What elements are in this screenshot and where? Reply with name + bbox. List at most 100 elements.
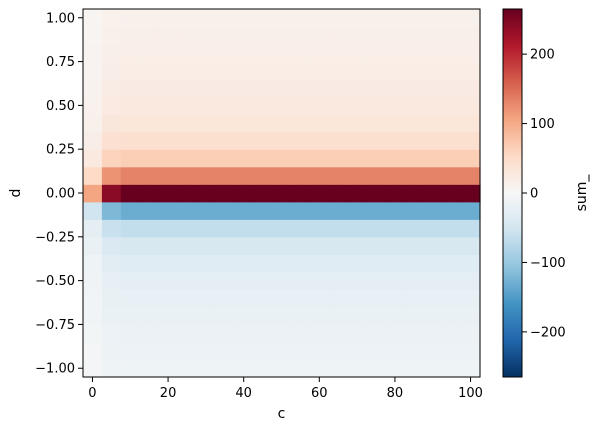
- heatmap-cell: [83, 359, 103, 378]
- heatmap-cell: [83, 306, 103, 326]
- heatmap-cell: [461, 9, 481, 28]
- x-tick-label: 80: [387, 386, 404, 401]
- heatmap-cell: [442, 61, 462, 80]
- heatmap-cell: [272, 149, 292, 168]
- heatmap-cell: [139, 149, 160, 168]
- heatmap-cell: [120, 166, 141, 185]
- heatmap-cell: [442, 79, 462, 98]
- heatmap-cell: [272, 271, 292, 290]
- y-tick-label: −0.75: [35, 318, 75, 333]
- heatmap-cell: [177, 236, 198, 255]
- heatmap-cell: [177, 324, 198, 343]
- heatmap-cell: [120, 236, 141, 255]
- heatmap-cell: [328, 341, 349, 361]
- heatmap-cell: [158, 26, 179, 45]
- heatmap-cell: [290, 114, 311, 133]
- heatmap-cell: [347, 131, 368, 150]
- heatmap-cell: [366, 306, 387, 326]
- heatmap-cell: [120, 61, 141, 80]
- heatmap-cell: [120, 79, 141, 98]
- heatmap-cell: [385, 289, 405, 308]
- heatmap-cell: [215, 324, 235, 343]
- heatmap-cell: [101, 324, 122, 343]
- heatmap-cell: [234, 96, 254, 115]
- heatmap-cell: [253, 166, 273, 185]
- heatmap-cell: [177, 166, 198, 185]
- heatmap-cell: [101, 114, 122, 133]
- heatmap-cell: [234, 289, 254, 308]
- heatmap-cell: [253, 131, 273, 150]
- heatmap-cell: [253, 341, 273, 361]
- heatmap-cell: [177, 201, 198, 220]
- heatmap-cell: [158, 324, 179, 343]
- heatmap-cell: [385, 219, 405, 238]
- heatmap-cell: [158, 79, 179, 98]
- heatmap-cell: [253, 254, 273, 273]
- heatmap-cell: [347, 359, 368, 378]
- heatmap-cell: [461, 79, 481, 98]
- heatmap-cell: [101, 131, 122, 150]
- heatmap-cell: [196, 79, 216, 98]
- heatmap-cell: [309, 61, 330, 80]
- heatmap-cell: [139, 26, 160, 45]
- heatmap-cell: [309, 341, 330, 361]
- heatmap-cell: [158, 306, 179, 326]
- heatmap-cell: [404, 149, 424, 168]
- heatmap-cell: [158, 166, 179, 185]
- heatmap-cell: [101, 26, 122, 45]
- heatmap-cell: [328, 61, 349, 80]
- heatmap-cell: [196, 96, 216, 115]
- heatmap-cell: [290, 359, 311, 378]
- heatmap-cell: [234, 201, 254, 220]
- colorbar-ticks: 200 100 0 −100 −200: [522, 48, 566, 340]
- heatmap-cell: [234, 236, 254, 255]
- heatmap-cell: [196, 114, 216, 133]
- heatmap-cell: [272, 114, 292, 133]
- heatmap-cell: [158, 131, 179, 150]
- heatmap-cell: [461, 341, 481, 361]
- heatmap-cell: [442, 26, 462, 45]
- heatmap-cell: [272, 9, 292, 28]
- heatmap-cell: [272, 61, 292, 80]
- x-axis-ticks: 0 20 40 60 80 100: [88, 377, 483, 401]
- heatmap-cell: [328, 289, 349, 308]
- heatmap-cell: [366, 324, 387, 343]
- heatmap-cell: [442, 219, 462, 238]
- heatmap-cell: [290, 324, 311, 343]
- heatmap-cell: [139, 254, 160, 273]
- y-axis-ticks: 1.00 0.75 0.50 0.25 0.00 −0.25 −0.50 −0.75 −1.00: [35, 11, 83, 377]
- heatmap-cell: [461, 236, 481, 255]
- heatmap-cell: [404, 271, 424, 290]
- heatmap-cell: [120, 306, 141, 326]
- heatmap-cell: [120, 131, 141, 150]
- heatmap-cell: [177, 219, 198, 238]
- heatmap-cell: [253, 359, 273, 378]
- heatmap-cell: [442, 9, 462, 28]
- heatmap-cell: [253, 61, 273, 80]
- heatmap-cell: [366, 44, 387, 63]
- y-axis-label: d: [8, 189, 24, 198]
- heatmap-cell: [328, 26, 349, 45]
- heatmap-cell: [196, 166, 216, 185]
- heatmap-cell: [328, 236, 349, 255]
- heatmap-cell: [423, 79, 443, 98]
- colorbar-tick-label: −200: [530, 325, 566, 340]
- heatmap-cell: [328, 96, 349, 115]
- heatmap-cell: [404, 44, 424, 63]
- x-tick-label: 60: [311, 386, 328, 401]
- heatmap-cell: [385, 201, 405, 220]
- heatmap-cell: [177, 44, 198, 63]
- heatmap-cell: [215, 254, 235, 273]
- heatmap-cell: [423, 166, 443, 185]
- heatmap-cell: [83, 271, 103, 290]
- heatmap-cell: [272, 254, 292, 273]
- colorbar: [502, 8, 523, 378]
- heatmap-cell: [120, 359, 141, 378]
- heatmap-cell: [101, 149, 122, 168]
- heatmap-cell: [234, 131, 254, 150]
- y-tick-label: 0.50: [46, 99, 75, 114]
- heatmap-cell: [196, 236, 216, 255]
- heatmap-cell: [177, 306, 198, 326]
- x-tick-label: 40: [235, 386, 252, 401]
